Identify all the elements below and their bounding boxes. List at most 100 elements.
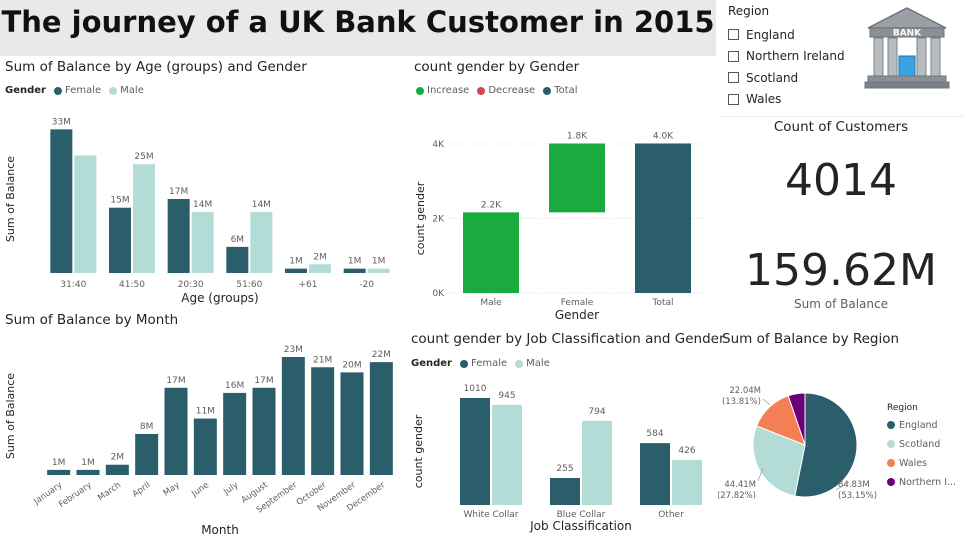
bar-female[interactable] [226, 246, 249, 273]
pie-legend-title: Region [887, 403, 918, 413]
waterfall-bar-female[interactable] [549, 143, 605, 213]
bar-month[interactable] [76, 469, 100, 475]
title-band [0, 0, 716, 56]
slicer-item-wales[interactable]: Wales [728, 89, 848, 111]
month-chart-title: Sum of Balance by Month [5, 312, 179, 328]
slicer-item-northern-ireland[interactable]: Northern Ireland [728, 46, 848, 68]
card-divider [718, 116, 964, 117]
bar-month[interactable] [340, 372, 364, 475]
data-label: 33M [52, 117, 71, 127]
pie-legend-item: England [899, 420, 938, 431]
data-label: 17M [254, 376, 273, 386]
male-dot-icon [515, 359, 524, 368]
data-label: 25M [134, 152, 153, 162]
bar-female[interactable] [50, 129, 73, 273]
dashboard-title: The journey of a UK Bank Customer in 201… [1, 5, 715, 39]
waterfall-bar-male[interactable] [463, 212, 519, 293]
x-tick-label: White Collar [463, 510, 518, 520]
decrease-dot-icon [477, 86, 486, 95]
legend-dot-icon [887, 478, 895, 486]
bar-female[interactable] [167, 199, 190, 273]
bar-month[interactable] [281, 357, 305, 475]
waterfall-legend-increase[interactable]: Increase [414, 85, 469, 96]
y-axis-label: Sum of Balance [4, 156, 17, 242]
job-legend-male[interactable]: Male [513, 358, 550, 369]
month-chart: Sum of Balance1MJanuary1MFebruary2MMarch… [4, 345, 393, 537]
pie-slice-northern-i-[interactable] [787, 392, 806, 446]
bar-month[interactable] [135, 433, 159, 475]
bar-female[interactable] [460, 398, 490, 505]
slicer-item-scotland[interactable]: Scotland [728, 67, 848, 89]
pie-legend-item: Wales [899, 458, 927, 469]
checkbox-icon[interactable] [728, 72, 739, 84]
checkbox-icon[interactable] [728, 50, 739, 62]
bar-female[interactable] [550, 477, 580, 505]
bar-male[interactable] [191, 212, 214, 273]
waterfall-legend: Increase Decrease Total [414, 85, 584, 96]
region-pie-chart: 84.83M(53.15%) 44.41M(27.82%) 22.04M(13.81… [718, 386, 956, 501]
x-tick-label: Total [651, 298, 673, 308]
x-tick-label: June [189, 480, 211, 499]
bar-month[interactable] [369, 362, 393, 475]
leader-line [835, 481, 850, 491]
bar-female[interactable] [640, 443, 670, 505]
data-label: 14M [252, 200, 271, 210]
bar-month[interactable] [164, 387, 188, 475]
data-label: 1M [348, 257, 362, 267]
age-legend-title: Gender [5, 85, 46, 96]
slicer-title: Region [728, 4, 770, 18]
bar-male[interactable] [133, 164, 155, 273]
bar-month[interactable] [47, 469, 71, 475]
checkbox-icon[interactable] [728, 29, 739, 41]
checkbox-icon[interactable] [728, 93, 739, 105]
x-tick-label: Female [561, 298, 594, 308]
bar-female[interactable] [285, 268, 307, 273]
slicer-item-label: Northern Ireland [746, 49, 845, 64]
waterfall-legend-total[interactable]: Total [541, 85, 578, 96]
bar-month[interactable] [193, 418, 217, 475]
data-label: 1M [52, 458, 66, 468]
pie-data-label: 84.83M [838, 480, 870, 490]
bar-male[interactable] [250, 212, 273, 273]
data-label: 16M [225, 381, 244, 391]
bar-month[interactable] [223, 392, 247, 475]
pie-slice-scotland[interactable] [752, 425, 806, 497]
age-chart: Sum of Balance 33M 31:40 15M 25M 41:50 17M 14M 2… [4, 117, 390, 305]
x-tick-label: -20 [359, 280, 374, 290]
region-chart-title: Sum of Balance by Region [722, 331, 900, 347]
data-label: 1010 [464, 384, 487, 394]
bar-male[interactable] [582, 420, 612, 505]
bar-male[interactable] [492, 404, 522, 505]
bar-month[interactable] [311, 367, 335, 475]
x-tick-label: April [131, 480, 153, 499]
age-legend-male[interactable]: Male [107, 85, 144, 96]
pie-data-pct: (13.81%) [722, 397, 761, 407]
bar-male[interactable] [367, 268, 390, 273]
x-axis-label: Age (groups) [181, 291, 259, 305]
age-legend-female[interactable]: Female [52, 85, 101, 96]
y-tick-label: 4K [432, 140, 445, 150]
pie-slice-england[interactable] [794, 392, 858, 498]
slicer-item-england[interactable]: England [728, 24, 848, 46]
bar-male[interactable] [74, 155, 97, 273]
data-label: 794 [588, 407, 605, 417]
data-label: 17M [169, 187, 188, 197]
male-dot-icon [109, 86, 118, 95]
bar-male[interactable] [672, 459, 702, 505]
waterfall-legend-decrease[interactable]: Decrease [475, 85, 535, 96]
job-legend-female[interactable]: Female [458, 358, 507, 369]
data-label: 17M [166, 376, 185, 386]
legend-dot-icon [887, 459, 895, 467]
pie-data-label: 44.41M [724, 480, 756, 490]
bar-female[interactable] [109, 207, 131, 273]
leader-line [762, 398, 771, 406]
x-tick-label: February [57, 480, 94, 510]
waterfall-chart: count gender 0K 2K 4K 2.2K Male 1.8K Female 4.0K… [414, 131, 706, 322]
waterfall-bar-total[interactable] [635, 143, 691, 293]
bar-month[interactable] [252, 387, 276, 475]
x-axis-label: Month [201, 523, 239, 537]
bar-male[interactable] [309, 264, 331, 273]
bar-month[interactable] [105, 464, 129, 475]
customers-card-label: Count of Customers [773, 119, 909, 135]
bar-female[interactable] [343, 268, 366, 273]
